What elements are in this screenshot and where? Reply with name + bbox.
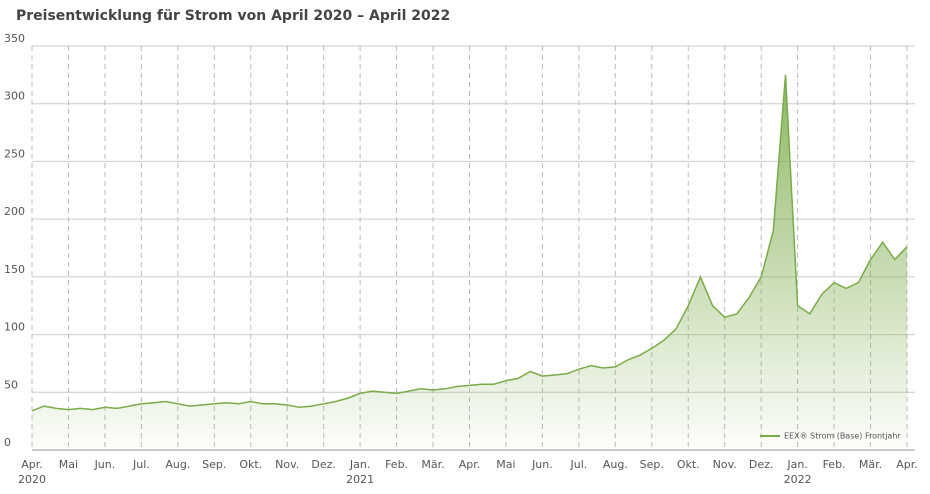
x-tick-label: Apr. [459,458,481,471]
line [31,74,908,412]
x-tick-label: Mai [496,458,515,471]
x-tick-label: Jul. [569,458,587,471]
x-tick-label: Mai [59,458,78,471]
y-tick-label: 50 [4,378,18,391]
y-tick-label: 100 [4,321,25,334]
x-tick-label: Sep. [202,458,226,471]
x-tick-label: Dez. [749,458,774,471]
chart-title: Preisentwicklung für Strom von April 202… [16,8,450,24]
x-tick-label: Jan. [349,458,370,471]
x-tick-label: Sep. [640,458,664,471]
y-tick-label: 300 [4,90,25,103]
x-tick-label: Aug. [603,458,628,471]
x-tick-label: Jul. [132,458,150,471]
x-tick-label: Apr. [21,458,43,471]
y-tick-label: 0 [4,436,11,449]
x-tick-label: Feb. [385,458,408,471]
area [32,74,907,451]
x-tick-label: Okt. [239,458,262,471]
y-tick-label: 200 [4,205,25,218]
legend-label: EEX® Strom (Base) Frontjahr [784,432,901,441]
x-tick-label: Mär. [421,458,444,471]
y-tick-label: 150 [4,263,25,276]
y-tick-label: 350 [4,32,25,45]
x-tick-label: Dez. [311,458,336,471]
x-tick-label: Feb. [823,458,846,471]
x-tick-label: Jun. [531,458,553,471]
x-tick-label: Okt. [677,458,700,471]
x-tick-label: Jan. [786,458,807,471]
y-tick-label: 250 [4,147,25,160]
x-year-label: 2022 [784,473,812,486]
x-tick-label: Apr. [896,458,918,471]
x-year-label: 2020 [18,473,46,486]
x-tick-label: Aug. [165,458,190,471]
x-tick-label: Mär. [859,458,882,471]
x-tick-label: Jun. [94,458,116,471]
x-tick-label: Nov. [275,458,299,471]
x-year-label: 2021 [346,473,374,486]
x-tick-label: Nov. [713,458,737,471]
